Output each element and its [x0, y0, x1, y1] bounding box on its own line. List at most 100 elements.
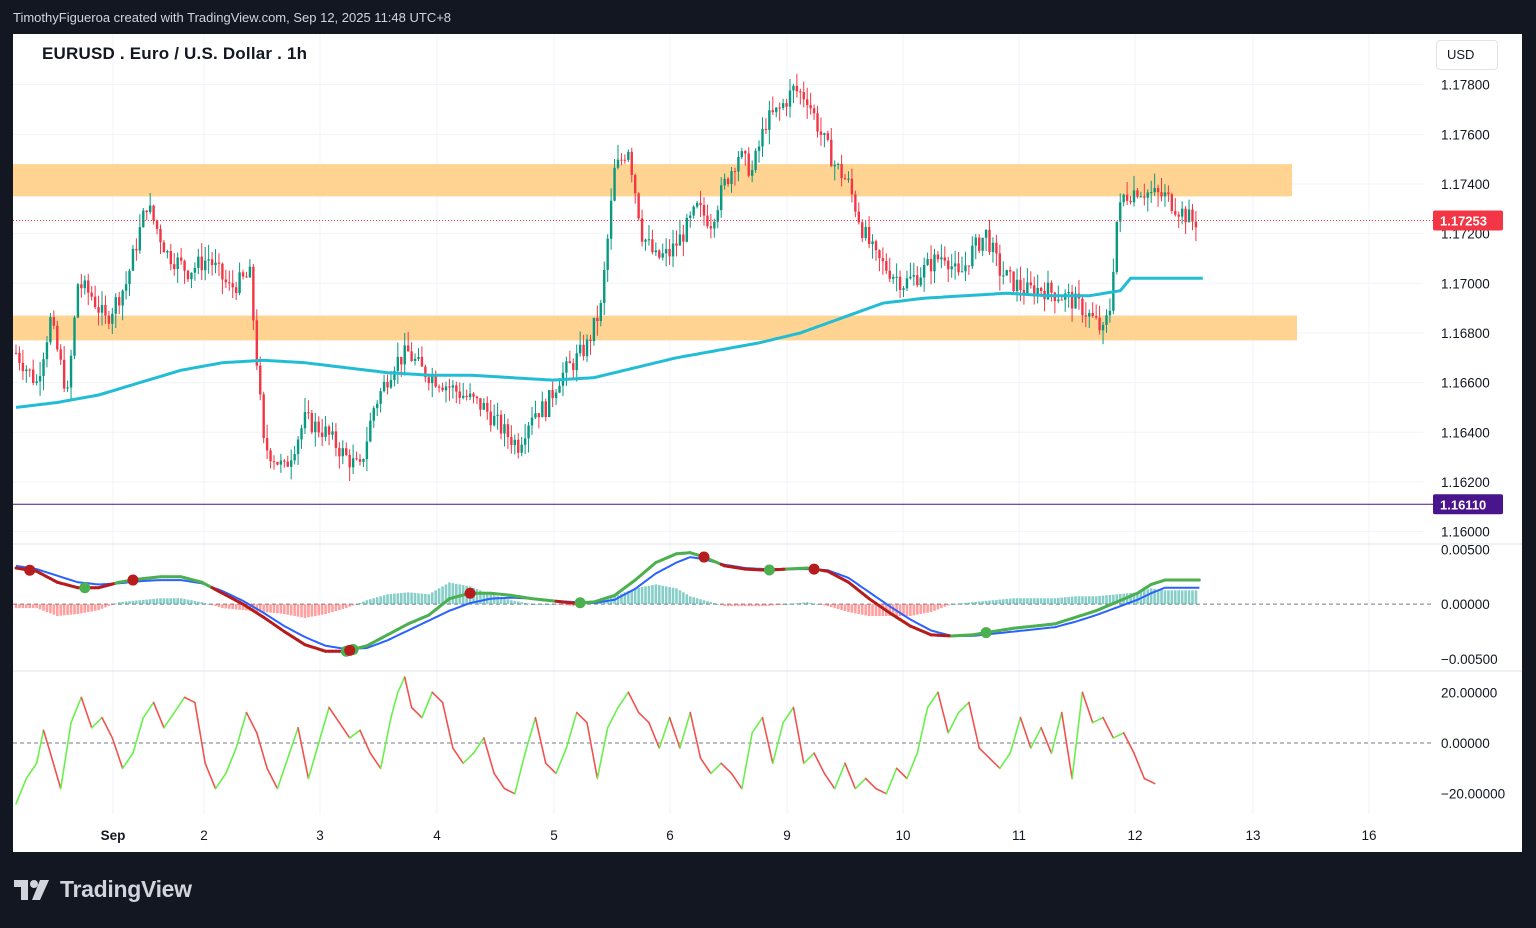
- candle-body[interactable]: [919, 277, 922, 286]
- candle-body[interactable]: [18, 353, 21, 363]
- candle-body[interactable]: [651, 239, 654, 253]
- candle-body[interactable]: [269, 450, 272, 462]
- candle-body[interactable]: [737, 157, 740, 172]
- candle-body[interactable]: [314, 421, 317, 433]
- candle-body[interactable]: [671, 243, 675, 257]
- candle-body[interactable]: [864, 226, 867, 239]
- candle-body[interactable]: [455, 385, 458, 392]
- candle-body[interactable]: [644, 239, 647, 242]
- candle-body[interactable]: [272, 461, 276, 463]
- candle-body[interactable]: [66, 387, 69, 389]
- candle-body[interactable]: [1057, 299, 1060, 302]
- candle-body[interactable]: [926, 259, 929, 265]
- candle-body[interactable]: [204, 260, 207, 271]
- candle-body[interactable]: [1143, 196, 1146, 198]
- candle-body[interactable]: [757, 146, 761, 151]
- candle-body[interactable]: [1022, 289, 1026, 294]
- candle-body[interactable]: [259, 365, 262, 395]
- candle-body[interactable]: [1105, 315, 1108, 325]
- candle-body[interactable]: [850, 178, 854, 195]
- candle-body[interactable]: [916, 275, 919, 286]
- candle-body[interactable]: [613, 167, 616, 201]
- candle-body[interactable]: [664, 249, 668, 254]
- candle-body[interactable]: [898, 276, 902, 290]
- candle-body[interactable]: [448, 386, 451, 388]
- candle-body[interactable]: [634, 175, 637, 194]
- candle-body[interactable]: [221, 263, 224, 280]
- candle-body[interactable]: [348, 454, 351, 468]
- candle-body[interactable]: [537, 413, 541, 418]
- candle-body[interactable]: [345, 448, 348, 455]
- candle-body[interactable]: [878, 250, 881, 259]
- candle-body[interactable]: [978, 237, 981, 251]
- candle-body[interactable]: [912, 275, 916, 277]
- candle-body[interactable]: [475, 396, 479, 399]
- candle-body[interactable]: [947, 260, 950, 270]
- candle-body[interactable]: [548, 390, 551, 418]
- candle-body[interactable]: [809, 105, 812, 109]
- candle-body[interactable]: [111, 313, 114, 324]
- candle-body[interactable]: [572, 363, 575, 371]
- candle-body[interactable]: [307, 412, 310, 414]
- candle-body[interactable]: [513, 439, 516, 446]
- candle-body[interactable]: [118, 297, 121, 306]
- candle-body[interactable]: [496, 414, 499, 416]
- candle-body[interactable]: [988, 229, 991, 252]
- candle-body[interactable]: [1122, 194, 1125, 203]
- candle-body[interactable]: [554, 392, 558, 398]
- candle-body[interactable]: [709, 226, 713, 229]
- candle-body[interactable]: [28, 369, 31, 371]
- candle-body[interactable]: [296, 439, 300, 455]
- candle-body[interactable]: [998, 253, 1002, 276]
- candle-body[interactable]: [682, 234, 685, 242]
- candle-body[interactable]: [654, 250, 658, 253]
- candle-body[interactable]: [1081, 298, 1084, 316]
- candle-body[interactable]: [97, 307, 100, 313]
- candle-body[interactable]: [90, 292, 93, 297]
- candle-body[interactable]: [341, 448, 344, 457]
- candle-body[interactable]: [355, 458, 358, 460]
- candle-body[interactable]: [52, 317, 56, 326]
- candle-body[interactable]: [1125, 194, 1129, 201]
- chart-area[interactable]: 1.17800 1.17600 1.17400 1.17200 1.17000 1.168…: [13, 34, 1522, 852]
- candle-body[interactable]: [231, 283, 234, 288]
- candle-body[interactable]: [128, 270, 131, 285]
- candle-body[interactable]: [403, 345, 406, 365]
- candle-body[interactable]: [1163, 192, 1167, 197]
- candle-body[interactable]: [234, 287, 238, 294]
- candle-body[interactable]: [59, 349, 62, 360]
- candle-body[interactable]: [324, 426, 327, 437]
- candle-body[interactable]: [331, 431, 334, 435]
- candle-body[interactable]: [482, 402, 486, 410]
- candle-body[interactable]: [1146, 192, 1149, 198]
- candle-body[interactable]: [441, 387, 444, 391]
- candle-body[interactable]: [159, 228, 162, 243]
- candle-body[interactable]: [578, 344, 582, 354]
- candle-body[interactable]: [393, 370, 396, 381]
- candle-body[interactable]: [606, 238, 609, 270]
- candle-body[interactable]: [747, 153, 750, 176]
- candle-body[interactable]: [224, 279, 228, 283]
- candle-body[interactable]: [1060, 299, 1063, 301]
- tradingview-logo[interactable]: TradingView: [14, 876, 192, 903]
- candle-body[interactable]: [124, 284, 128, 291]
- candle-body[interactable]: [596, 317, 599, 322]
- candle-body[interactable]: [265, 438, 269, 451]
- candle-body[interactable]: [489, 411, 492, 426]
- candle-body[interactable]: [592, 317, 596, 342]
- candle-body[interactable]: [338, 447, 341, 457]
- candle-body[interactable]: [506, 424, 510, 438]
- candle-body[interactable]: [73, 317, 76, 356]
- candle-body[interactable]: [279, 460, 283, 465]
- candle-body[interactable]: [874, 241, 878, 251]
- candle-body[interactable]: [262, 394, 265, 439]
- candle-body[interactable]: [186, 270, 190, 280]
- candle-body[interactable]: [1167, 192, 1170, 195]
- candle-body[interactable]: [527, 425, 530, 439]
- candle-body[interactable]: [740, 151, 744, 158]
- candle-body[interactable]: [661, 253, 664, 258]
- candle-body[interactable]: [1036, 287, 1039, 297]
- candle-body[interactable]: [25, 369, 28, 372]
- candle-body[interactable]: [93, 296, 97, 308]
- candle-body[interactable]: [379, 391, 382, 404]
